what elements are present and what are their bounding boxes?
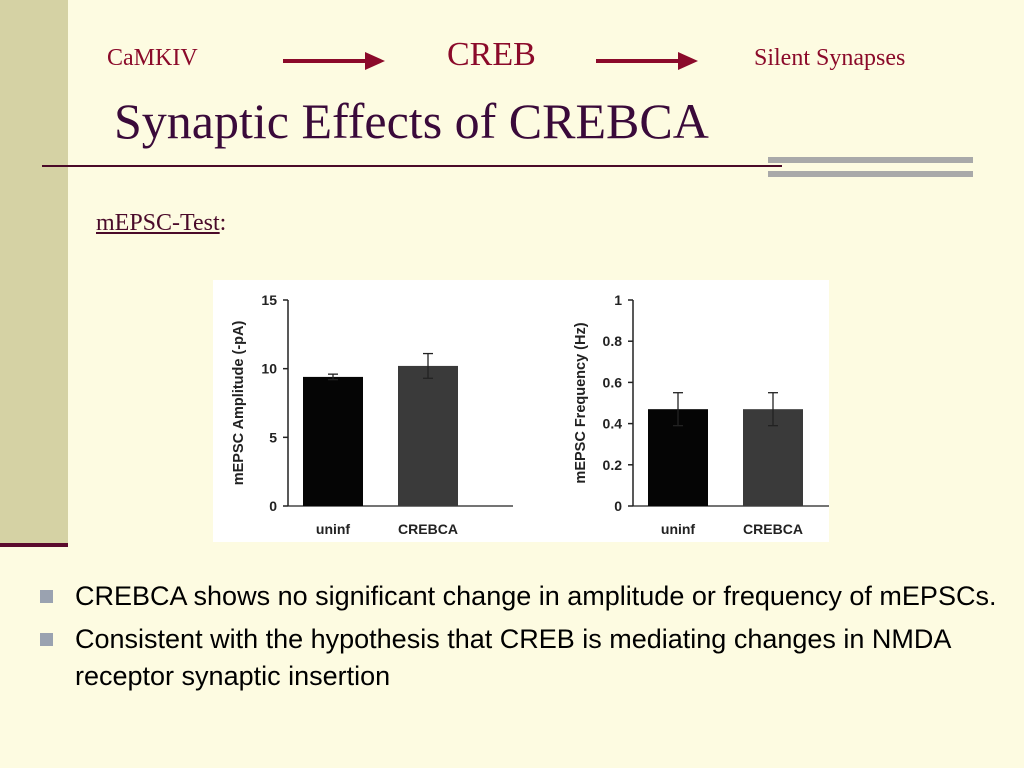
flow-step-camkiv: CaMKIV [107,45,198,71]
right-arrow-icon [596,52,698,70]
section-subhead: mEPSC-Test: [96,210,226,237]
bar-crebca [398,365,458,506]
x-category-label: CREBCA [398,521,458,537]
title-rule [42,165,782,167]
y-tick-label: 5 [269,429,277,445]
y-tick-label: 0 [614,498,622,514]
y-tick-label: 15 [261,292,277,308]
y-tick-label: 0.2 [603,457,623,473]
y-axis-title: mEPSC Amplitude (-pA) [231,321,247,486]
y-tick-label: 0.6 [603,374,623,390]
side-band-accent-line [0,543,68,547]
bullet-square-icon [40,633,53,646]
y-tick-label: 0 [269,498,277,514]
side-band [0,0,68,545]
bullet-square-icon [40,590,53,603]
slide-title: Synaptic Effects of CREBCA [114,93,709,149]
decorative-gray-bars [768,157,973,179]
subhead-colon: : [219,210,227,236]
bar-chart-figure: 0 5 10 15 mEPSC Amplitude (-pA) uninf CREBCA 0 0… [213,280,829,542]
flow-step-creb: CREB [447,36,536,73]
bullet-item: Consistent with the hypothesis that CREB… [40,621,1000,695]
bullet-item: CREBCA shows no significant change in am… [40,578,1000,615]
bar-uninf [303,376,363,506]
bullet-list: CREBCA shows no significant change in am… [40,578,1000,701]
right-arrow-icon [283,52,385,70]
y-tick-label: 1 [614,292,622,308]
y-tick-label: 0.4 [603,416,623,432]
x-category-label: CREBCA [743,521,803,537]
y-axis-title: mEPSC Frequency (Hz) [573,322,589,483]
flow-step-silent-synapses: Silent Synapses [754,45,906,71]
bullet-text: Consistent with the hypothesis that CREB… [75,624,950,691]
charts-svg: 0 5 10 15 mEPSC Amplitude (-pA) uninf CREBCA 0 0… [231,292,829,537]
subhead-label: mEPSC-Test [96,210,220,236]
bullet-text: CREBCA shows no significant change in am… [75,581,997,611]
y-tick-label: 10 [261,361,277,377]
x-category-label: uninf [661,521,696,537]
x-category-label: uninf [316,521,351,537]
y-tick-label: 0.8 [603,333,623,349]
